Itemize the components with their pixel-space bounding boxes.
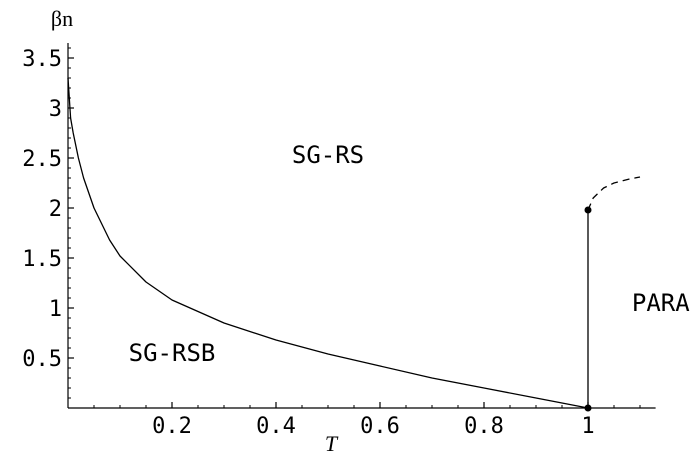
series — [67, 77, 641, 409]
data-point-0 — [584, 404, 592, 412]
y-tick-label: 3.5 — [22, 47, 62, 72]
y-tick-label: 1.5 — [22, 247, 62, 272]
y-tick-label: 1 — [49, 297, 62, 322]
region-label-sg-rs: SG-RS — [292, 141, 364, 169]
ticks: 0.2 0.4 0.6 0.8 1 0.5 1 1.5 2 2.5 3 3.5 — [22, 47, 641, 439]
x-tick-label: 0.6 — [360, 414, 400, 439]
region-label-para: PARA — [632, 289, 690, 317]
x-tick-label: 0.2 — [152, 414, 192, 439]
x-axis-label: T — [325, 431, 339, 455]
y-tick-label: 2 — [49, 197, 62, 222]
y-axis-label: βn — [51, 6, 73, 31]
y-tick-label: 2.5 — [22, 147, 62, 172]
series-line-0 — [67, 77, 589, 409]
x-tick-label: 0.4 — [256, 414, 296, 439]
series-line-2 — [587, 176, 641, 211]
y-tick-label: 3 — [49, 97, 62, 122]
x-tick-label: 0.8 — [464, 414, 504, 439]
points — [584, 206, 592, 412]
axes — [67, 43, 656, 409]
data-point-1 — [584, 206, 592, 214]
annotations: SG-RS SG-RSB PARA — [129, 141, 691, 367]
y-tick-label: 0.5 — [22, 347, 62, 372]
x-tick-label: 1 — [581, 414, 594, 439]
region-label-sg-rsb: SG-RSB — [129, 339, 216, 367]
